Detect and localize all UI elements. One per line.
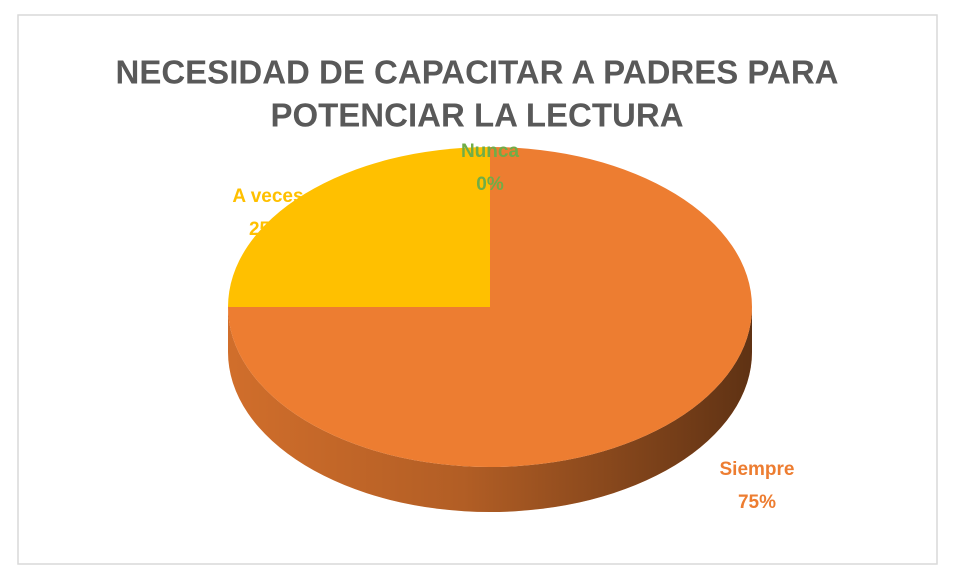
- value-label: 75%: [738, 492, 776, 513]
- side-shade: [228, 307, 752, 512]
- chart-title: POTENCIAR LA LECTURA: [270, 97, 683, 134]
- slice-label: Nunca: [461, 141, 520, 162]
- value-label: 0%: [476, 174, 504, 195]
- slice-label: Siempre: [720, 459, 795, 480]
- chart-title: NECESIDAD DE CAPACITAR A PADRES PARA: [116, 54, 839, 91]
- slice: [228, 147, 490, 307]
- value-label: 25%: [249, 219, 287, 240]
- slice-label: A veces: [232, 186, 303, 207]
